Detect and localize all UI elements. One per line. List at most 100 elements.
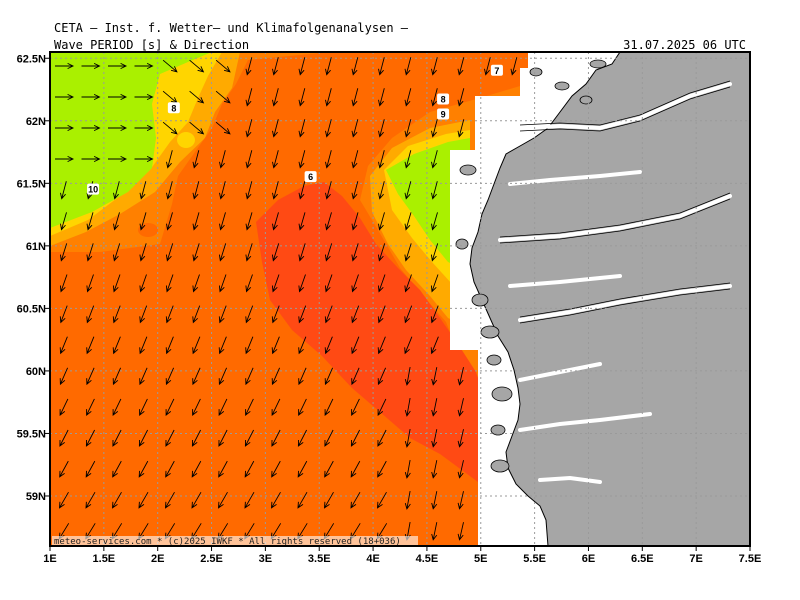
direction-arrow (324, 398, 334, 417)
lon-tick-label: 4E (366, 553, 379, 565)
direction-arrow (404, 460, 411, 479)
direction-arrow (86, 367, 95, 386)
direction-arrow (298, 398, 307, 417)
direction-arrow (215, 59, 231, 73)
direction-arrow (404, 243, 412, 262)
direction-arrow (325, 88, 332, 107)
direction-arrow (457, 119, 465, 138)
contour-label-background (437, 108, 450, 120)
direction-arrow (215, 90, 231, 104)
direction-arrow (218, 243, 227, 262)
copyright-background (52, 536, 418, 546)
direction-arrow (323, 491, 334, 509)
direction-arrow (139, 336, 148, 355)
direction-arrow (457, 491, 464, 510)
direction-arrow (431, 88, 438, 107)
direction-arrow (298, 181, 306, 200)
direction-arrow (510, 57, 518, 76)
lon-tick-label: 1E (43, 553, 56, 565)
direction-arrow (86, 274, 94, 293)
direction-arrow (219, 181, 226, 200)
direction-arrow (351, 57, 359, 76)
direction-arrow (431, 491, 438, 510)
contour-label-background (87, 183, 100, 195)
lon-tick-label: 4.5E (416, 553, 439, 565)
direction-arrow (162, 59, 178, 73)
longitude-labels: 1E 1.5E 2E 2.5E 3E 3.5E 4E 4.5E 5E 5.5E 6E 6.5E 7E 7.… (43, 553, 761, 565)
direction-arrow (245, 367, 254, 386)
direction-arrow (86, 212, 94, 231)
direction-arrow (430, 305, 439, 324)
direction-arrow (404, 274, 412, 293)
direction-arrow (272, 119, 279, 138)
period-spot-2 (192, 193, 208, 207)
contour-labels: 10 8 6 8 9 7 (87, 64, 503, 195)
direction-arrow (245, 181, 253, 200)
direction-arrow (165, 367, 175, 386)
direction-arrow (138, 429, 149, 447)
direction-arrow (431, 212, 438, 231)
copyright-text: meteo-services.com * (c)2025 IWKF * All … (54, 537, 401, 547)
direction-arrow (404, 150, 412, 169)
direction-arrow (431, 460, 438, 479)
direction-arrow (351, 367, 360, 386)
direction-arrow (85, 491, 96, 509)
lon-tick-label: 2E (151, 553, 164, 565)
direction-arrow (134, 62, 154, 70)
direction-arrow (192, 367, 201, 386)
direction-arrow (166, 181, 173, 200)
lon-tick-label: 5.5E (523, 553, 546, 565)
direction-arrow (55, 124, 75, 132)
direction-arrow (457, 398, 464, 417)
direction-arrow (431, 429, 438, 448)
direction-arrow (351, 336, 360, 355)
direction-arrow (430, 274, 439, 293)
direction-arrow (244, 491, 255, 509)
direction-arrow (431, 522, 438, 541)
direction-arrow (298, 57, 306, 76)
direction-arrow (377, 460, 387, 478)
direction-arrow (81, 124, 101, 132)
direction-arrow (324, 305, 333, 324)
direction-arrow (108, 124, 128, 132)
lon-tick-label: 6E (582, 553, 595, 565)
direction-arrow (192, 212, 200, 231)
direction-arrow (430, 336, 439, 355)
direction-arrow (59, 305, 68, 324)
direction-arrow (245, 119, 253, 138)
contour-label: 8 (441, 95, 446, 105)
direction-arrow (245, 305, 254, 324)
lon-tick-label: 6.5E (631, 553, 654, 565)
direction-arrow (85, 429, 96, 447)
institute-title: CETA — Inst. f. Wetter— und Klimafolgena… (54, 21, 409, 35)
direction-arrow (351, 88, 359, 107)
direction-arrow (298, 150, 306, 169)
direction-arrow (112, 336, 121, 355)
direction-arrow (457, 88, 465, 107)
direction-arrow (351, 181, 359, 200)
direction-arrow (245, 243, 253, 262)
direction-arrow (351, 305, 360, 324)
direction-arrow (112, 274, 121, 293)
direction-arrow (404, 119, 412, 138)
direction-arrow (325, 119, 332, 138)
direction-arrow (376, 491, 387, 509)
lat-tick-label: 59.5N (17, 428, 46, 440)
wave-direction-arrows (55, 57, 518, 541)
direction-arrow (377, 243, 386, 262)
lon-tick-label: 5E (474, 553, 487, 565)
direction-arrow (351, 243, 359, 262)
direction-arrow (217, 491, 228, 509)
direction-arrow (138, 491, 149, 509)
direction-arrow (113, 212, 120, 231)
direction-arrow (325, 181, 332, 200)
direction-arrow (165, 429, 175, 447)
lon-tick-label: 3.5E (308, 553, 331, 565)
direction-arrow (404, 398, 411, 417)
direction-arrow (55, 93, 75, 101)
direction-arrow (431, 57, 438, 76)
direction-arrow (218, 305, 227, 324)
direction-arrow (162, 121, 178, 135)
direction-arrow (139, 181, 147, 200)
direction-arrow (272, 88, 279, 107)
